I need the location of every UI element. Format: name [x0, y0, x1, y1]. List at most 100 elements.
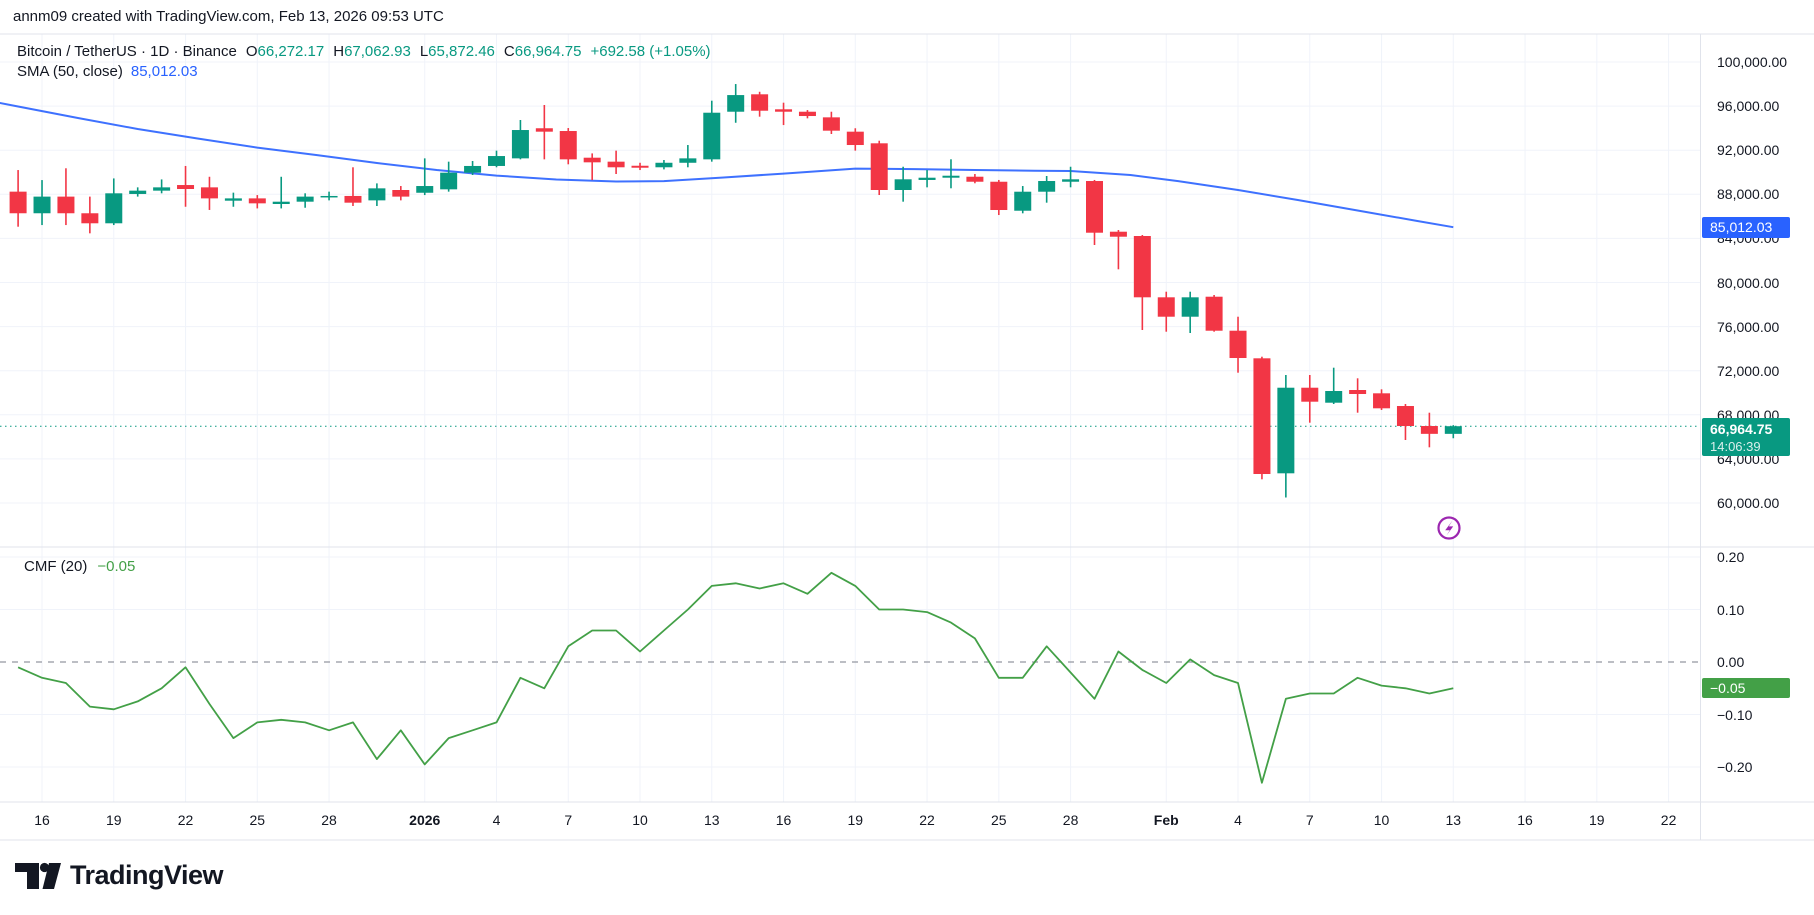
bar-countdown: 14:06:39 [1710, 439, 1761, 455]
candle-body-feb-11[interactable] [1396, 406, 1414, 427]
price-tick-label: 88,000.00 [1717, 186, 1780, 203]
symbol-row: Bitcoin / TetherUS · 1D · Binance O66,272… [17, 42, 711, 61]
candle-body-jan-7[interactable] [559, 131, 577, 160]
candle-body-feb-4[interactable] [1229, 330, 1247, 359]
candle-body-dec-24[interactable] [224, 198, 242, 201]
candle-body-jan-24[interactable] [966, 176, 984, 182]
tradingview-logo-text[interactable]: TradingView [70, 860, 224, 890]
ohlc-item-h: H67,062.93 [333, 43, 411, 60]
sma-label[interactable]: SMA (50, close) [17, 63, 123, 80]
candle-body-dec-27[interactable] [296, 196, 314, 202]
candle-body-dec-20[interactable] [129, 190, 147, 194]
sma-value: 85,012.03 [130, 63, 198, 80]
candle-body-jan-29[interactable] [1086, 181, 1103, 233]
candle-body-jan-18[interactable] [822, 117, 840, 131]
candle-body-jan-13[interactable] [703, 112, 721, 160]
cmf-tick-label: 0.10 [1717, 601, 1745, 618]
ohlc-item-o: O66,272.17 [246, 43, 324, 60]
candle-body-feb-8[interactable] [1325, 391, 1343, 403]
cmf-value-badge[interactable]: −0.05 [1702, 678, 1790, 699]
candle-body-jan-25[interactable] [990, 181, 1008, 211]
candle-body-jan-28[interactable] [1062, 179, 1080, 182]
candle-body-jan-9[interactable] [607, 161, 625, 168]
candle-body-jan-22[interactable] [918, 177, 936, 180]
candle-body-dec-16[interactable] [33, 196, 51, 214]
candle-body-dec-26[interactable] [272, 201, 290, 205]
candle-body-feb-2[interactable] [1181, 297, 1199, 317]
date-tick-label: 7 [1305, 812, 1314, 828]
footer: TradingView [15, 860, 224, 891]
last-price-badge[interactable]: 66,964.75 14:06:39 [1702, 418, 1790, 457]
candle-body-jan-11[interactable] [655, 162, 673, 168]
candle-body-dec-30[interactable] [368, 188, 386, 201]
flash-marker-lightning-icon[interactable] [1445, 520, 1454, 536]
sma-line[interactable] [0, 101, 1454, 229]
candle-body-jan-30[interactable] [1109, 231, 1127, 237]
ohlc-number: 66,272.17 [257, 43, 325, 60]
candle-body-feb-7[interactable] [1301, 387, 1319, 402]
candle-body-feb-13[interactable] [1444, 426, 1462, 434]
candle-body-jan-5[interactable] [511, 130, 529, 159]
sma-price-badge[interactable]: 85,012.03 [1702, 216, 1790, 238]
price-tick-label: 92,000.00 [1717, 142, 1780, 159]
price-tick-label: 60,000.00 [1717, 495, 1780, 511]
cmf-line[interactable] [17, 571, 1454, 784]
date-tick-label: 2026 [409, 812, 441, 828]
candle-body-jan-15[interactable] [751, 94, 769, 111]
date-tick-label: 22 [1660, 812, 1677, 828]
candle-body-jan-26[interactable] [1014, 191, 1032, 211]
price-tick-label: 96,000.00 [1717, 98, 1780, 115]
candle-body-dec-25[interactable] [248, 198, 266, 204]
cmf-tick-label: 0.20 [1717, 549, 1745, 565]
date-tick-label: 19 [105, 812, 122, 828]
candle-body-dec-21[interactable] [153, 187, 171, 191]
ohlc-number: 66,964.75 [514, 43, 582, 60]
candle-body-jan-21[interactable] [894, 179, 912, 191]
price-tick-label: 76,000.00 [1717, 318, 1780, 335]
candle-body-feb-1[interactable] [1157, 297, 1175, 317]
candle-body-dec-17[interactable] [57, 196, 75, 214]
candle-body-jan-8[interactable] [583, 157, 601, 163]
candle-body-dec-19[interactable] [105, 193, 123, 224]
candle-body-jan-19[interactable] [846, 131, 864, 146]
candle-body-jan-12[interactable] [679, 158, 697, 163]
tradingview-logo-icon[interactable] [15, 862, 61, 890]
candle-body-jan-10[interactable] [631, 165, 649, 168]
candle-body-feb-3[interactable] [1205, 296, 1223, 331]
price-tick-label: 100,000.00 [1717, 54, 1788, 70]
candle-body-dec-31[interactable] [392, 190, 410, 197]
candle-body-dec-23[interactable] [200, 187, 218, 199]
candle-body-jan-2[interactable] [440, 172, 458, 190]
candle-body-feb-10[interactable] [1373, 393, 1391, 409]
cmf-tick-label: −0.20 [1717, 759, 1753, 775]
candle-body-jan-6[interactable] [535, 128, 553, 132]
candle-body-jan-4[interactable] [488, 156, 505, 166]
change-value: +692.58 (+1.05%) [590, 43, 711, 60]
candle-body-dec-15[interactable] [9, 191, 27, 214]
candle-body-feb-5[interactable] [1253, 358, 1271, 475]
candle-body-jan-23[interactable] [942, 175, 960, 178]
candle-body-jan-3[interactable] [464, 165, 482, 173]
candle-body-dec-29[interactable] [344, 195, 362, 203]
candle-body-jan-27[interactable] [1038, 181, 1056, 192]
candle-body-jan-16[interactable] [775, 109, 793, 112]
symbol-title[interactable]: Bitcoin / TetherUS · 1D · Binance [17, 43, 237, 60]
candle-body-dec-18[interactable] [81, 213, 99, 224]
candle-body-jan-14[interactable] [727, 95, 745, 112]
attribution-text: annm09 created with TradingView.com, Feb… [13, 8, 444, 25]
candle-body-jan-1[interactable] [416, 186, 434, 193]
candle-body-feb-6[interactable] [1277, 387, 1295, 474]
candle-body-dec-22[interactable] [177, 185, 195, 190]
candle-body-jan-31[interactable] [1133, 236, 1151, 298]
candle-body-feb-9[interactable] [1349, 390, 1367, 395]
ohlc-item-l: L65,872.46 [420, 43, 495, 60]
candle-body-feb-12[interactable] [1420, 426, 1438, 434]
date-tick-label: 16 [34, 812, 50, 828]
ohlc-letter: L [419, 43, 429, 60]
candle-body-jan-17[interactable] [798, 111, 816, 117]
candle-body-dec-28[interactable] [320, 195, 338, 198]
cmf-label[interactable]: CMF (20) [24, 558, 88, 575]
date-tick-label: 19 [1589, 812, 1605, 828]
candle-body-jan-20[interactable] [870, 143, 888, 191]
